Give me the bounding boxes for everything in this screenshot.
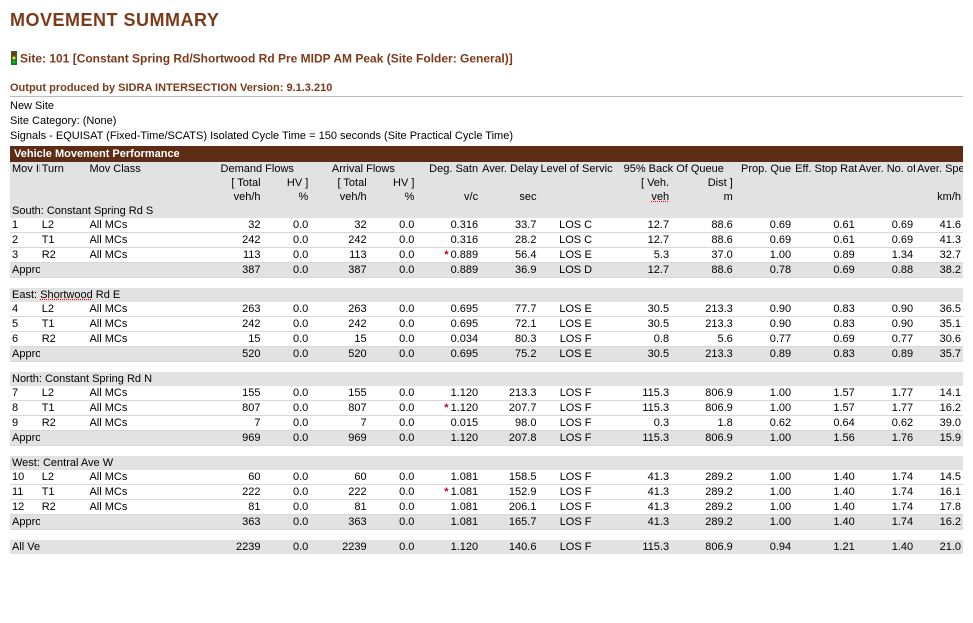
unit-pct-2: % [369, 190, 417, 204]
col-los: Level of Service [538, 162, 612, 204]
col-arrival-flows: Arrival Flows [310, 162, 416, 176]
col-aver-delay: Aver. Delay [480, 162, 538, 176]
table-row: Approach 969 0.0 969 0.0 1.120 207.8 LOS… [10, 430, 963, 445]
spacer-row [10, 361, 963, 372]
col-df-total: [ Total [204, 176, 262, 190]
site-line: Site: 101 [Constant Spring Rd/Shortwood … [10, 51, 963, 68]
unit-vc: v/c [416, 190, 480, 204]
table-row: 3 R2 All MCs 113 0.0 113 0.0 *0.889 56.4… [10, 247, 963, 262]
unit-vehh-1: veh/h [204, 190, 262, 204]
unit-sec: sec [480, 190, 538, 204]
meta-line-3: Signals - EQUISAT (Fixed-Time/SCATS) Iso… [10, 129, 963, 144]
section-header: Vehicle Movement Performance [10, 146, 963, 162]
table-row: 12 R2 All MCs 81 0.0 81 0.0 1.081 206.1 … [10, 499, 963, 514]
spacer-row [10, 445, 963, 456]
meta-block: New Site Site Category: (None) Signals -… [10, 99, 963, 144]
approach-header: North: Constant Spring Rd N [10, 372, 963, 386]
page-title: MOVEMENT SUMMARY [10, 10, 963, 31]
spacer-row [10, 277, 963, 288]
site-label: Site: 101 [Constant Spring Rd/Shortwood … [20, 52, 513, 66]
approach-header: West: Central Ave W [10, 456, 963, 470]
table-row: 11 T1 All MCs 222 0.0 222 0.0 *1.081 152… [10, 484, 963, 499]
col-eff-stop: Eff. Stop Rate [793, 162, 857, 176]
unit-veh: veh [613, 190, 671, 204]
version-line: Output produced by SIDRA INTERSECTION Ve… [10, 82, 963, 97]
table-header: Mov ID Turn Mov Class Demand Flows Arriv… [10, 162, 963, 204]
approach-header: South: Constant Spring Rd S [10, 204, 963, 218]
col-speed: Aver. Speed [915, 162, 963, 176]
spacer-row [10, 529, 963, 540]
col-af-total: [ Total [310, 176, 368, 190]
col-queue: 95% Back Of Queue [613, 162, 735, 176]
performance-table: Mov ID Turn Mov Class Demand Flows Arriv… [10, 162, 963, 554]
table-body: South: Constant Spring Rd S 1 L2 All MCs… [10, 204, 963, 554]
table-row: 7 L2 All MCs 155 0.0 155 0.0 1.120 213.3… [10, 386, 963, 401]
table-row: 2 T1 All MCs 242 0.0 242 0.0 0.316 28.2 … [10, 232, 963, 247]
table-row: 4 L2 All MCs 263 0.0 263 0.0 0.695 77.7 … [10, 302, 963, 317]
table-row: 10 L2 All MCs 60 0.0 60 0.0 1.081 158.5 … [10, 470, 963, 485]
col-demand-flows: Demand Flows [204, 162, 310, 176]
traffic-signal-icon [10, 51, 18, 68]
approach-header: East: Shortwood Rd E [10, 288, 963, 302]
col-deg-satn: Deg. Satn [416, 162, 480, 176]
table-row: 6 R2 All MCs 15 0.0 15 0.0 0.034 80.3 LO… [10, 331, 963, 346]
unit-vehh-2: veh/h [310, 190, 368, 204]
table-row: Approach 363 0.0 363 0.0 1.081 165.7 LOS… [10, 514, 963, 529]
col-mov-id: Mov ID [10, 162, 40, 204]
col-df-hv: HV ] [263, 176, 311, 190]
col-q-dist: Dist ] [671, 176, 735, 190]
unit-kmh: km/h [915, 190, 963, 204]
table-row: 5 T1 All MCs 242 0.0 242 0.0 0.695 72.1 … [10, 316, 963, 331]
col-af-hv: HV ] [369, 176, 417, 190]
table-row: Approach 520 0.0 520 0.0 0.695 75.2 LOS … [10, 346, 963, 361]
col-turn: Turn [40, 162, 88, 204]
table-row: 8 T1 All MCs 807 0.0 807 0.0 *1.120 207.… [10, 400, 963, 415]
col-q-veh: [ Veh. [613, 176, 671, 190]
col-cycles: Aver. No. of Cycles [857, 162, 915, 176]
meta-line-2: Site Category: (None) [10, 114, 963, 129]
meta-line-1: New Site [10, 99, 963, 114]
table-row: 9 R2 All MCs 7 0.0 7 0.0 0.015 98.0 LOS … [10, 415, 963, 430]
table-row: 1 L2 All MCs 32 0.0 32 0.0 0.316 33.7 LO… [10, 218, 963, 233]
unit-m: m [671, 190, 735, 204]
col-mov-class: Mov Class [87, 162, 204, 204]
table-row: Approach 387 0.0 387 0.0 0.889 36.9 LOS … [10, 262, 963, 277]
col-prop-que: Prop. Que [735, 162, 793, 176]
unit-pct-1: % [263, 190, 311, 204]
table-row: All Vehicles 2239 0.0 2239 0.0 1.120 140… [10, 540, 963, 554]
